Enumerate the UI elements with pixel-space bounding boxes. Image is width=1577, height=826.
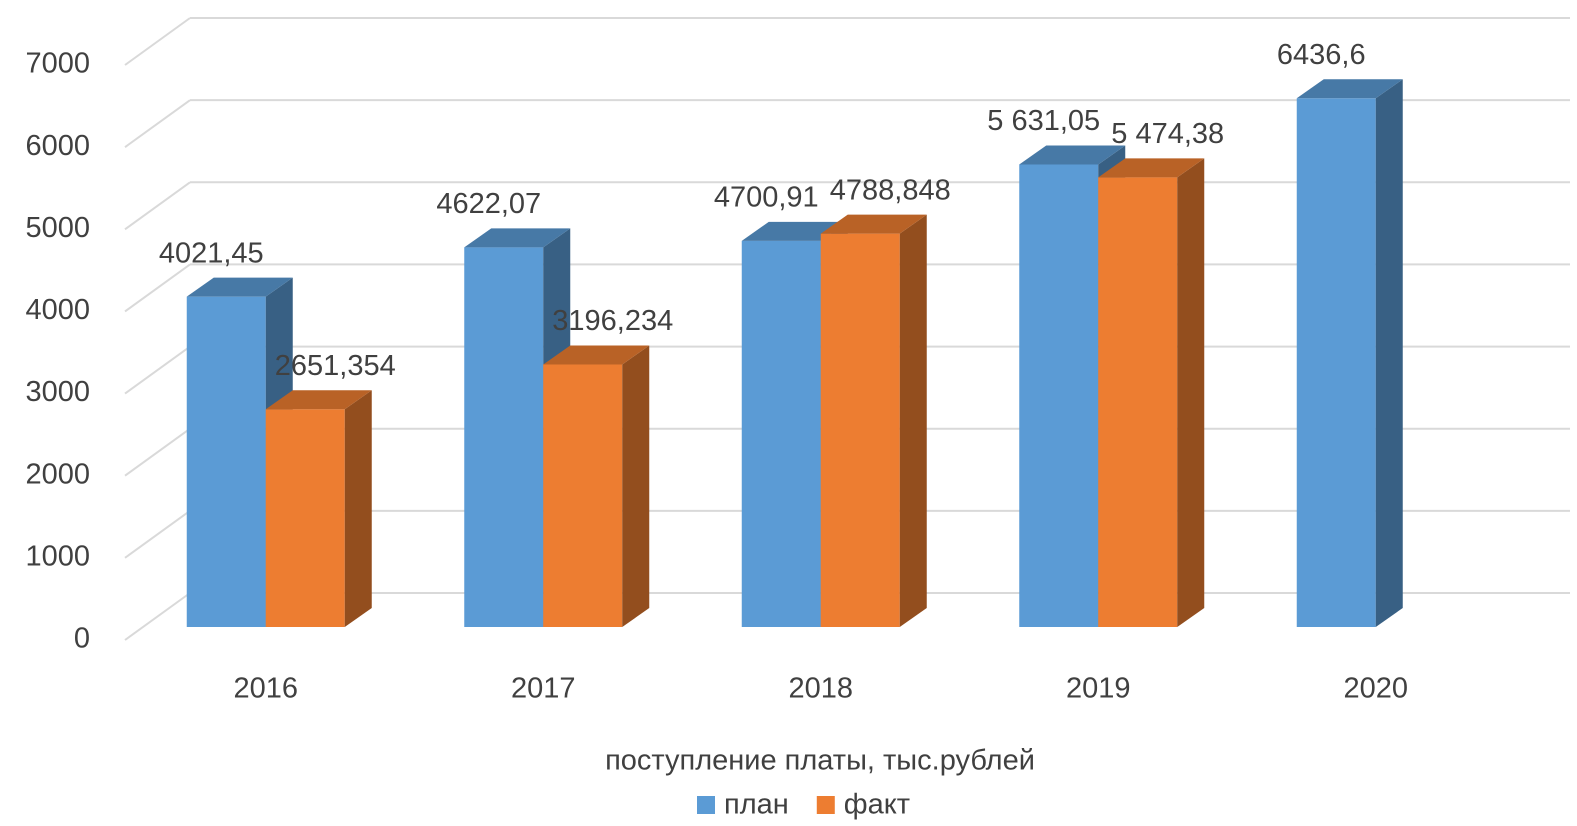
bar-top	[543, 345, 650, 365]
grid-line	[124, 345, 191, 395]
x-tick-label: 2019	[1066, 673, 1131, 705]
bar-top	[1019, 145, 1126, 165]
grid-line	[124, 510, 191, 559]
bar	[543, 364, 623, 627]
data-label: 5 631,05	[987, 105, 1100, 137]
data-label: 6436,6	[1277, 39, 1366, 71]
bar	[1296, 98, 1376, 627]
bar	[1098, 177, 1178, 627]
x-tick-label: 2020	[1343, 673, 1408, 705]
legend-label: факт	[844, 789, 910, 821]
bar-side	[344, 390, 372, 627]
grid-line	[124, 181, 191, 231]
grid-line	[124, 17, 191, 66]
y-tick-label: 6000	[25, 130, 90, 162]
data-label: 3196,234	[552, 305, 673, 337]
y-tick-label: 4000	[25, 294, 90, 326]
y-tick-label: 7000	[25, 48, 90, 80]
bar	[820, 233, 900, 627]
data-label: 5 474,38	[1111, 118, 1224, 150]
bar-top	[186, 277, 293, 297]
bar	[265, 409, 345, 627]
legend-swatch	[816, 796, 835, 814]
bar	[186, 296, 266, 627]
x-tick-label: 2018	[788, 673, 853, 705]
legend-swatch	[697, 796, 715, 814]
bar-top	[464, 228, 571, 248]
bar-side	[622, 345, 650, 627]
data-label: 4700,91	[714, 182, 819, 214]
bar	[741, 240, 821, 627]
bar	[464, 247, 544, 628]
bar	[1019, 164, 1099, 627]
bar-top	[820, 214, 927, 234]
bar-top	[1098, 158, 1205, 178]
grid-line	[124, 263, 191, 313]
x-tick-label: 2016	[233, 673, 298, 705]
bar-side	[899, 214, 927, 627]
data-label: 4622,07	[436, 188, 541, 220]
bar-top	[265, 390, 372, 410]
y-tick-label: 0	[74, 623, 90, 655]
grid-line	[124, 592, 191, 641]
x-axis-title: поступление платы, тыс.рублей	[605, 745, 1035, 777]
y-tick-label: 5000	[25, 212, 90, 244]
bar-top	[1296, 79, 1403, 99]
data-label: 4021,45	[159, 237, 264, 269]
legend-label: план	[724, 789, 789, 821]
data-label: 4788,848	[830, 174, 951, 206]
grid-line	[124, 99, 191, 148]
bar-side	[1375, 79, 1403, 627]
bar-side	[1177, 158, 1205, 627]
data-label: 2651,354	[275, 350, 396, 382]
x-tick-label: 2017	[511, 673, 576, 705]
y-tick-label: 2000	[25, 458, 90, 490]
y-tick-label: 3000	[25, 376, 90, 408]
y-tick-label: 1000	[25, 541, 90, 573]
grid-line	[124, 427, 191, 477]
